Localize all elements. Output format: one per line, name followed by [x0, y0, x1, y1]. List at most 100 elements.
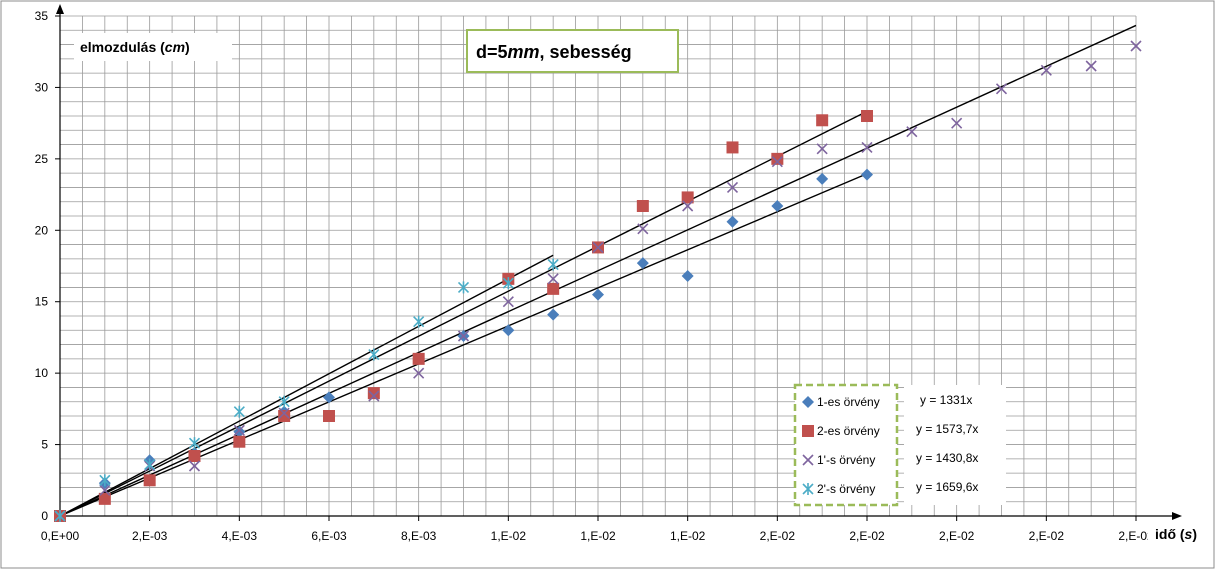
- data-point-series-3: [502, 296, 514, 308]
- data-point-series-3: [233, 424, 245, 436]
- data-point-series-2: [367, 387, 380, 400]
- y-axis-title-bg: [74, 33, 232, 61]
- x-tick-labels: 0,E+00 2,E-03 4,E-03 6,E-03 8,E-03 1,E-02 1,E-…: [41, 529, 1154, 543]
- x-tick-label: 2,E-03: [132, 529, 168, 543]
- x-tick-label: 2,E-02: [1029, 529, 1065, 543]
- data-point-series-4: [233, 405, 245, 418]
- x-tick-label: 4,E-03: [222, 529, 258, 543]
- data-point-series-4: [188, 437, 201, 450]
- data-point-series-3: [1085, 60, 1097, 72]
- data-point-series-3: [726, 181, 739, 193]
- legend-marker-series-1: [802, 396, 814, 408]
- data-point-series-3: [1040, 64, 1052, 76]
- legend-label-series-1: 1-es örvény: [817, 395, 880, 409]
- data-point-series-3: [995, 83, 1008, 95]
- y-tick-label: 0: [41, 509, 48, 523]
- data-point-series-1: [681, 270, 694, 282]
- y-tick-label: 20: [35, 223, 49, 237]
- data-point-series-1: [726, 215, 739, 228]
- data-point-series-3: [368, 390, 380, 402]
- x-axis-arrow: [1172, 512, 1182, 520]
- x-tick-label: 1,E-02: [491, 529, 527, 543]
- x-axis-title-bg: [1148, 521, 1212, 545]
- data-point-series-1: [636, 257, 649, 270]
- data-point-series-2: [681, 191, 694, 204]
- trendline-equation-series-1: y = 1331x: [920, 393, 972, 407]
- data-point-series-2: [771, 152, 784, 165]
- data-point-series-3: [547, 273, 559, 285]
- equations-bg: [904, 385, 1006, 505]
- x-tick-label: 2,E-02: [939, 529, 975, 543]
- data-point-series-1: [233, 425, 246, 438]
- data-point-series-2: [143, 474, 156, 487]
- data-point-series-4: [144, 458, 156, 471]
- data-point-series-2: [323, 410, 335, 422]
- data-point-series-2: [233, 435, 246, 448]
- data-point-series-2: [412, 352, 425, 365]
- y-tick-label: 35: [35, 9, 49, 23]
- data-point-series-2: [816, 114, 829, 127]
- chart-title: d=5mm, sebesség: [476, 42, 632, 62]
- legend-label-series-4: 2'-s örvény: [817, 482, 875, 496]
- data-point-series-4: [368, 348, 380, 361]
- data-point-series-3: [906, 126, 918, 138]
- data-point-series-1: [816, 172, 829, 185]
- data-point-series-4: [502, 277, 514, 290]
- data-point-series-1: [547, 308, 560, 321]
- x-tick-label: 8,E-03: [401, 529, 437, 543]
- data-point-series-3: [771, 156, 783, 168]
- y-tick-labels: 0 5 10 15 20 25 30 35: [35, 9, 49, 523]
- data-point-series-3: [1130, 40, 1142, 52]
- data-point-series-1: [861, 168, 873, 181]
- data-point-series-3: [457, 330, 470, 342]
- y-axis-title: elmozdulás (cm): [80, 39, 190, 55]
- data-point-series-3: [951, 117, 963, 129]
- x-tick-label: 2,E-02: [1118, 529, 1154, 543]
- data-point-series-2: [861, 110, 873, 122]
- y-tick-label: 5: [41, 438, 48, 452]
- data-point-series-3: [413, 367, 425, 379]
- data-point-series-4: [278, 395, 290, 408]
- y-axis-arrow: [56, 4, 64, 14]
- data-point-series-3: [637, 223, 649, 235]
- data-point-series-3: [278, 407, 290, 419]
- data-point-series-4: [99, 474, 111, 487]
- data-point-series-4: [54, 510, 66, 522]
- data-point-series-4: [413, 315, 425, 328]
- x-tick-label: 6,E-03: [311, 529, 347, 543]
- data-point-series-4: [547, 258, 559, 271]
- data-point-series-2: [188, 450, 201, 462]
- data-point-series-1: [502, 324, 515, 337]
- y-tick-label: 15: [35, 295, 49, 309]
- data-point-series-4: [457, 281, 470, 294]
- legend-marker-series-4: [802, 483, 814, 495]
- x-tick-label: 2,E-02: [849, 529, 885, 543]
- data-point-series-2: [278, 410, 291, 422]
- x-tick-label: 1,E-02: [580, 529, 616, 543]
- x-tick-label: 0,E+00: [41, 529, 80, 543]
- data-point-series-3: [188, 460, 201, 472]
- legend: 1-es örvény 2-es örvény 1'-s örvény 2'-s ör…: [802, 395, 880, 496]
- x-tick-label: 2,E-02: [760, 529, 796, 543]
- data-point-series-2: [726, 141, 739, 154]
- x-tick-label: 1,E-02: [670, 529, 706, 543]
- chart-title-box: [466, 29, 679, 73]
- data-point-series-2: [547, 282, 560, 295]
- data-point-series-1: [592, 288, 604, 301]
- trendline-equation-series-2: y = 1573,7x: [916, 422, 978, 436]
- trendline-equation-series-3: y = 1430,8x: [916, 451, 978, 465]
- trendline-equation-series-4: y = 1659,6x: [916, 480, 978, 494]
- data-point-series-3: [816, 143, 828, 155]
- data-point-series-1: [323, 391, 335, 404]
- data-point-series-1: [771, 200, 784, 212]
- data-point-series-2: [98, 492, 111, 505]
- legend-marker-series-3: [802, 454, 814, 466]
- y-tick-label: 30: [35, 80, 49, 94]
- data-point-series-3: [592, 241, 604, 253]
- legend-label-series-3: 1'-s örvény: [817, 453, 875, 467]
- data-point-series-2: [636, 200, 649, 212]
- legend-label-series-2: 2-es örvény: [817, 424, 880, 438]
- trendline-series-4: [59, 254, 554, 517]
- legend-marker-series-2: [802, 425, 814, 437]
